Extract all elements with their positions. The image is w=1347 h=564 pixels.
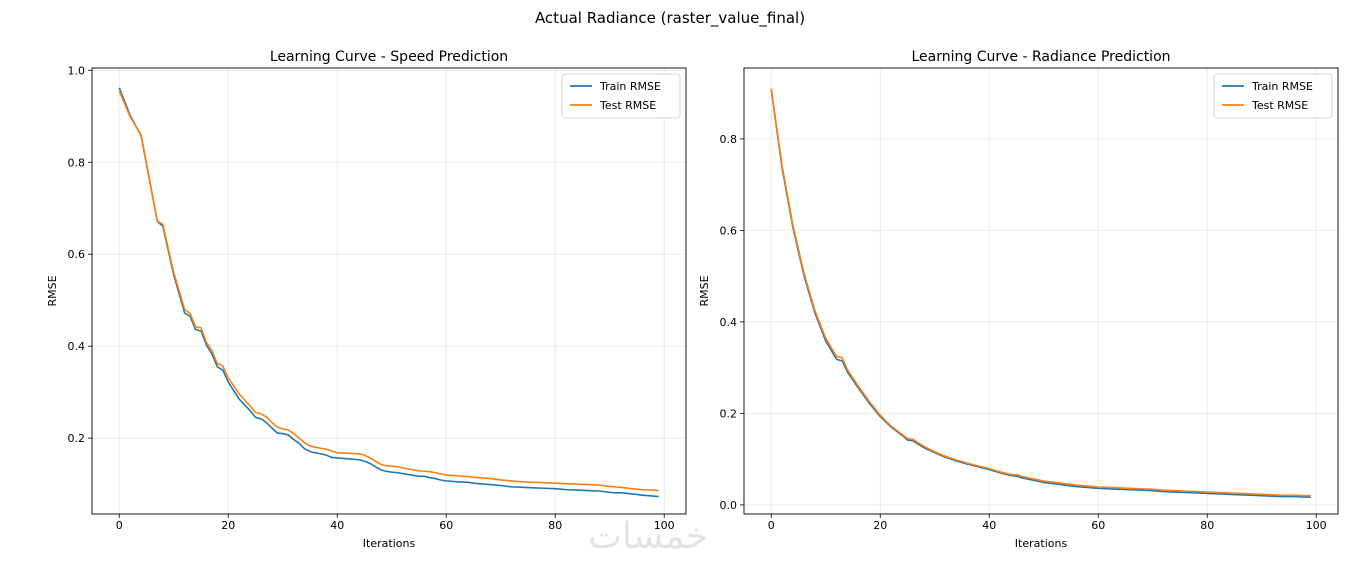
x-tick-label: 20 bbox=[221, 519, 235, 532]
series-line-test bbox=[770, 88, 1311, 497]
y-tick-label: 0.6 bbox=[720, 224, 738, 237]
x-tick-label: 20 bbox=[873, 519, 887, 532]
plot-frame bbox=[743, 67, 1339, 515]
legend: Train RMSE Test RMSE bbox=[561, 73, 681, 119]
x-axis-label: Iterations bbox=[1015, 537, 1068, 550]
grid bbox=[744, 68, 1338, 514]
series-line-test bbox=[118, 90, 659, 492]
legend-label: Train RMSE bbox=[1251, 80, 1313, 93]
chart-title: Learning Curve - Speed Prediction bbox=[270, 49, 508, 65]
x-tick-label: 40 bbox=[982, 519, 996, 532]
x-tick-label: 0 bbox=[116, 519, 123, 532]
y-tick-label: 0.6 bbox=[68, 248, 86, 261]
y-tick-label: 0.0 bbox=[720, 499, 738, 512]
x-tick-label: 60 bbox=[1091, 519, 1105, 532]
x-axis-label: Iterations bbox=[363, 537, 416, 550]
y-tick-label: 0.8 bbox=[68, 156, 86, 169]
legend-box bbox=[1213, 73, 1333, 119]
y-tick-label: 1.0 bbox=[68, 64, 86, 77]
y-axis-label: RMSE bbox=[46, 275, 59, 306]
x-tick-label: 80 bbox=[548, 519, 562, 532]
x-tick-label: 80 bbox=[1200, 519, 1214, 532]
y-axis-label: RMSE bbox=[698, 275, 711, 306]
series-line-train bbox=[118, 87, 659, 498]
x-tick-label: 100 bbox=[1306, 519, 1327, 532]
plot-frame bbox=[91, 67, 687, 515]
y-tick-label: 0.2 bbox=[720, 407, 738, 420]
legend-box bbox=[561, 73, 681, 119]
series-line-train bbox=[770, 89, 1311, 498]
legend-label: Train RMSE bbox=[599, 80, 661, 93]
speed-learning-curve-chart: 0 20 40 60 80 100 0.2 0.4 0.6 0.8 1.0 Learning Curv… bbox=[46, 49, 687, 550]
grid bbox=[92, 68, 686, 514]
y-tick-label: 0.4 bbox=[720, 316, 738, 329]
y-tick-label: 0.2 bbox=[68, 432, 86, 445]
x-tick-label: 60 bbox=[439, 519, 453, 532]
radiance-learning-curve-chart: 0 20 40 60 80 100 0.0 0.2 0.4 0.6 0.8 Learning Curv… bbox=[698, 49, 1339, 550]
y-tick-label: 0.8 bbox=[720, 133, 738, 146]
chart-title: Learning Curve - Radiance Prediction bbox=[911, 49, 1170, 65]
top-figure-xlabel: Actual Radiance (raster_value_final) bbox=[535, 9, 805, 28]
watermark-text: خمسات bbox=[588, 516, 709, 557]
x-tick-label: 0 bbox=[768, 519, 775, 532]
legend-label: Test RMSE bbox=[599, 99, 656, 112]
legend: Train RMSE Test RMSE bbox=[1213, 73, 1333, 119]
x-tick-label: 40 bbox=[330, 519, 344, 532]
y-tick-label: 0.4 bbox=[68, 340, 86, 353]
legend-label: Test RMSE bbox=[1251, 99, 1308, 112]
x-tick-label: 100 bbox=[654, 519, 675, 532]
